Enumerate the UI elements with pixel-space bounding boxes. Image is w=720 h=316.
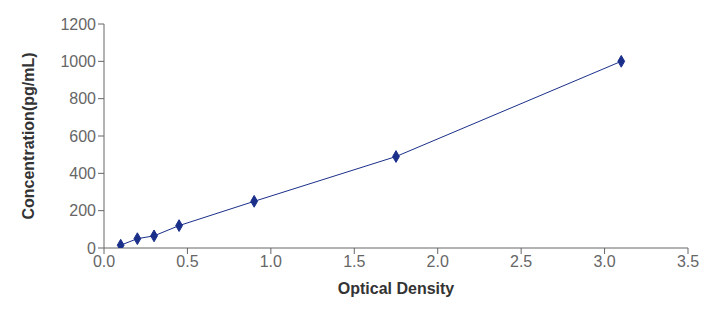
svg-text:200: 200	[69, 202, 96, 219]
svg-text:0.5: 0.5	[176, 253, 198, 270]
svg-text:400: 400	[69, 165, 96, 182]
svg-text:2.5: 2.5	[510, 253, 532, 270]
svg-text:0: 0	[87, 240, 96, 257]
svg-text:Concentration(pg/mL): Concentration(pg/mL)	[20, 52, 37, 219]
svg-text:2.0: 2.0	[427, 253, 449, 270]
svg-text:800: 800	[69, 90, 96, 107]
svg-text:1.5: 1.5	[343, 253, 365, 270]
svg-text:3.0: 3.0	[593, 253, 615, 270]
svg-text:1000: 1000	[60, 53, 96, 70]
svg-text:1.0: 1.0	[260, 253, 282, 270]
svg-text:1200: 1200	[60, 16, 96, 33]
svg-text:Optical Density: Optical Density	[338, 280, 455, 297]
svg-text:3.5: 3.5	[677, 253, 699, 270]
svg-text:600: 600	[69, 128, 96, 145]
svg-text:0.0: 0.0	[93, 253, 115, 270]
